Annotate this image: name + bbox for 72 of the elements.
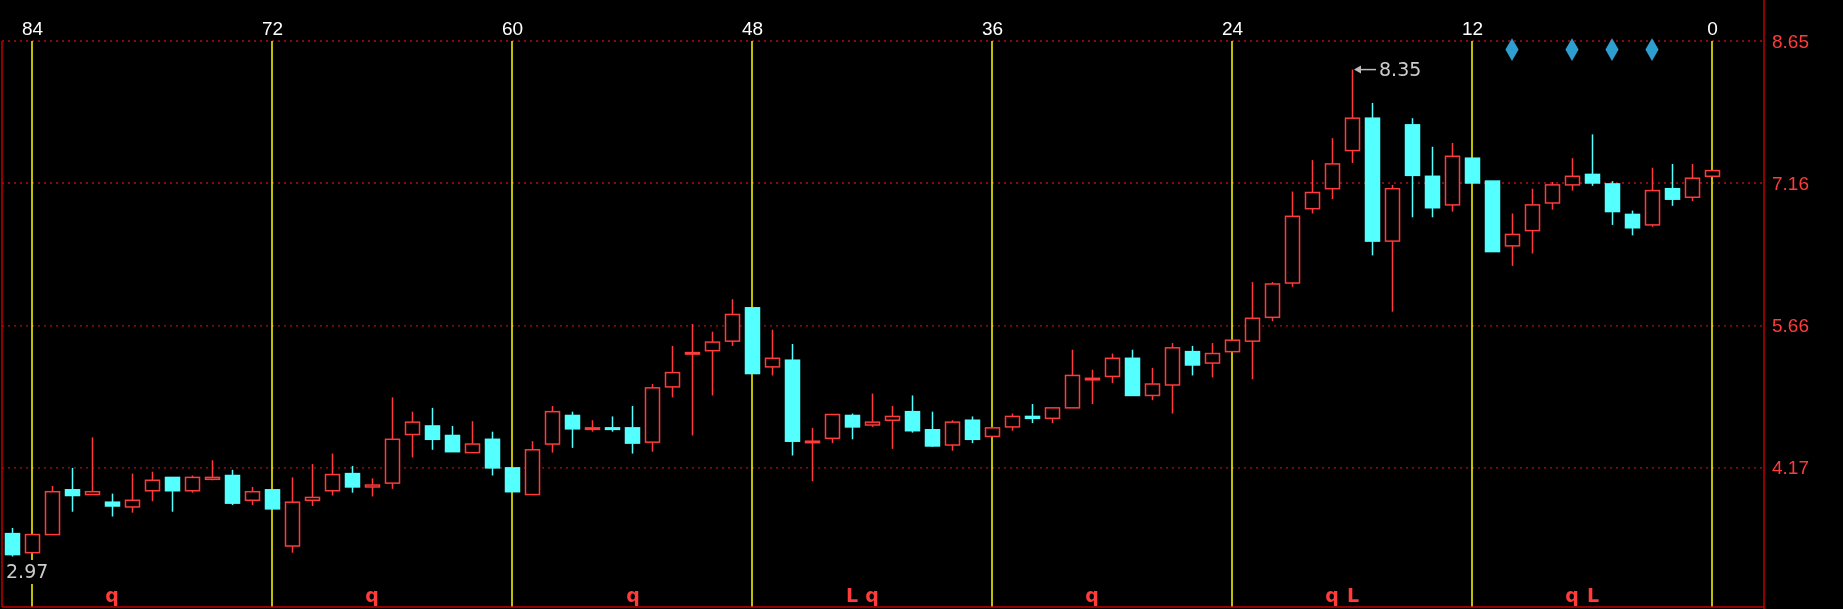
annotation: q	[1085, 584, 1099, 606]
candlestick	[1584, 133, 1601, 187]
annotation: q	[626, 584, 640, 606]
candlestick	[1544, 181, 1561, 211]
annotation: q	[1565, 584, 1579, 606]
x-tick-label: 24	[1221, 18, 1244, 39]
candlestick	[704, 330, 721, 397]
annotation: q	[1325, 584, 1339, 606]
x-tick-label: 0	[1707, 18, 1718, 39]
candlestick	[904, 394, 921, 434]
annotation: q	[865, 584, 879, 606]
x-tick-label: 48	[741, 18, 764, 39]
candlestick	[64, 467, 81, 513]
candlestick	[164, 476, 181, 513]
annotation: q	[365, 584, 379, 606]
x-tick-label: 72	[261, 18, 284, 39]
candlestick	[764, 328, 781, 377]
candlestick	[504, 467, 521, 493]
candlestick	[24, 533, 41, 554]
candlestick	[104, 492, 121, 518]
candlestick	[364, 477, 381, 498]
candlestick	[824, 413, 841, 444]
candlestick	[324, 452, 341, 497]
candlestick	[124, 472, 141, 514]
annotation: 2.97	[6, 560, 49, 582]
candlestick	[1104, 352, 1121, 384]
y-tick-label: 7.16	[1772, 172, 1809, 194]
candlestick	[624, 405, 641, 455]
candlestick	[1244, 281, 1261, 381]
candlestick	[1084, 368, 1101, 405]
candlestick	[1204, 342, 1221, 379]
candlestick	[344, 465, 361, 494]
y-tick-label: 4.17	[1772, 457, 1809, 479]
candlestick	[1304, 159, 1321, 215]
candlestick	[304, 463, 321, 507]
x-tick-label: 84	[21, 18, 44, 39]
candlestick	[404, 410, 421, 459]
annotation: L	[1586, 584, 1600, 606]
candlestick	[1564, 157, 1581, 192]
annotation: L	[1346, 584, 1360, 606]
candlestick	[244, 486, 261, 506]
candlestick	[1664, 163, 1681, 207]
candlestick	[664, 345, 681, 399]
candlestick	[84, 436, 101, 496]
x-tick-label: 60	[501, 18, 524, 39]
candlestick	[464, 420, 481, 454]
candlestick	[924, 410, 941, 448]
candlestick	[1144, 367, 1161, 401]
candlestick	[684, 323, 701, 437]
y-tick-label: 5.66	[1772, 315, 1809, 337]
candlestick	[144, 470, 161, 502]
candlestick	[424, 407, 441, 451]
candlestick	[964, 415, 981, 444]
annotation: q	[105, 584, 119, 606]
candlestick	[564, 410, 581, 449]
candlestick	[844, 412, 861, 441]
candlestick	[1504, 212, 1521, 267]
annotation: L	[845, 584, 859, 606]
candlestick	[884, 405, 901, 450]
candlestick	[4, 527, 21, 558]
candlestick	[444, 425, 461, 453]
candlestick	[1684, 163, 1701, 202]
candlestick	[864, 392, 881, 428]
y-tick-label: 8.65	[1772, 30, 1809, 52]
annotation: 8.35	[1379, 58, 1422, 81]
x-tick-label: 36	[981, 18, 1004, 39]
candlestick	[804, 427, 821, 482]
candlestick	[1184, 345, 1201, 377]
candlestick	[944, 419, 961, 452]
candlestick	[1624, 209, 1641, 237]
candlestick	[264, 489, 281, 510]
x-tick-label: 12	[1461, 18, 1484, 39]
